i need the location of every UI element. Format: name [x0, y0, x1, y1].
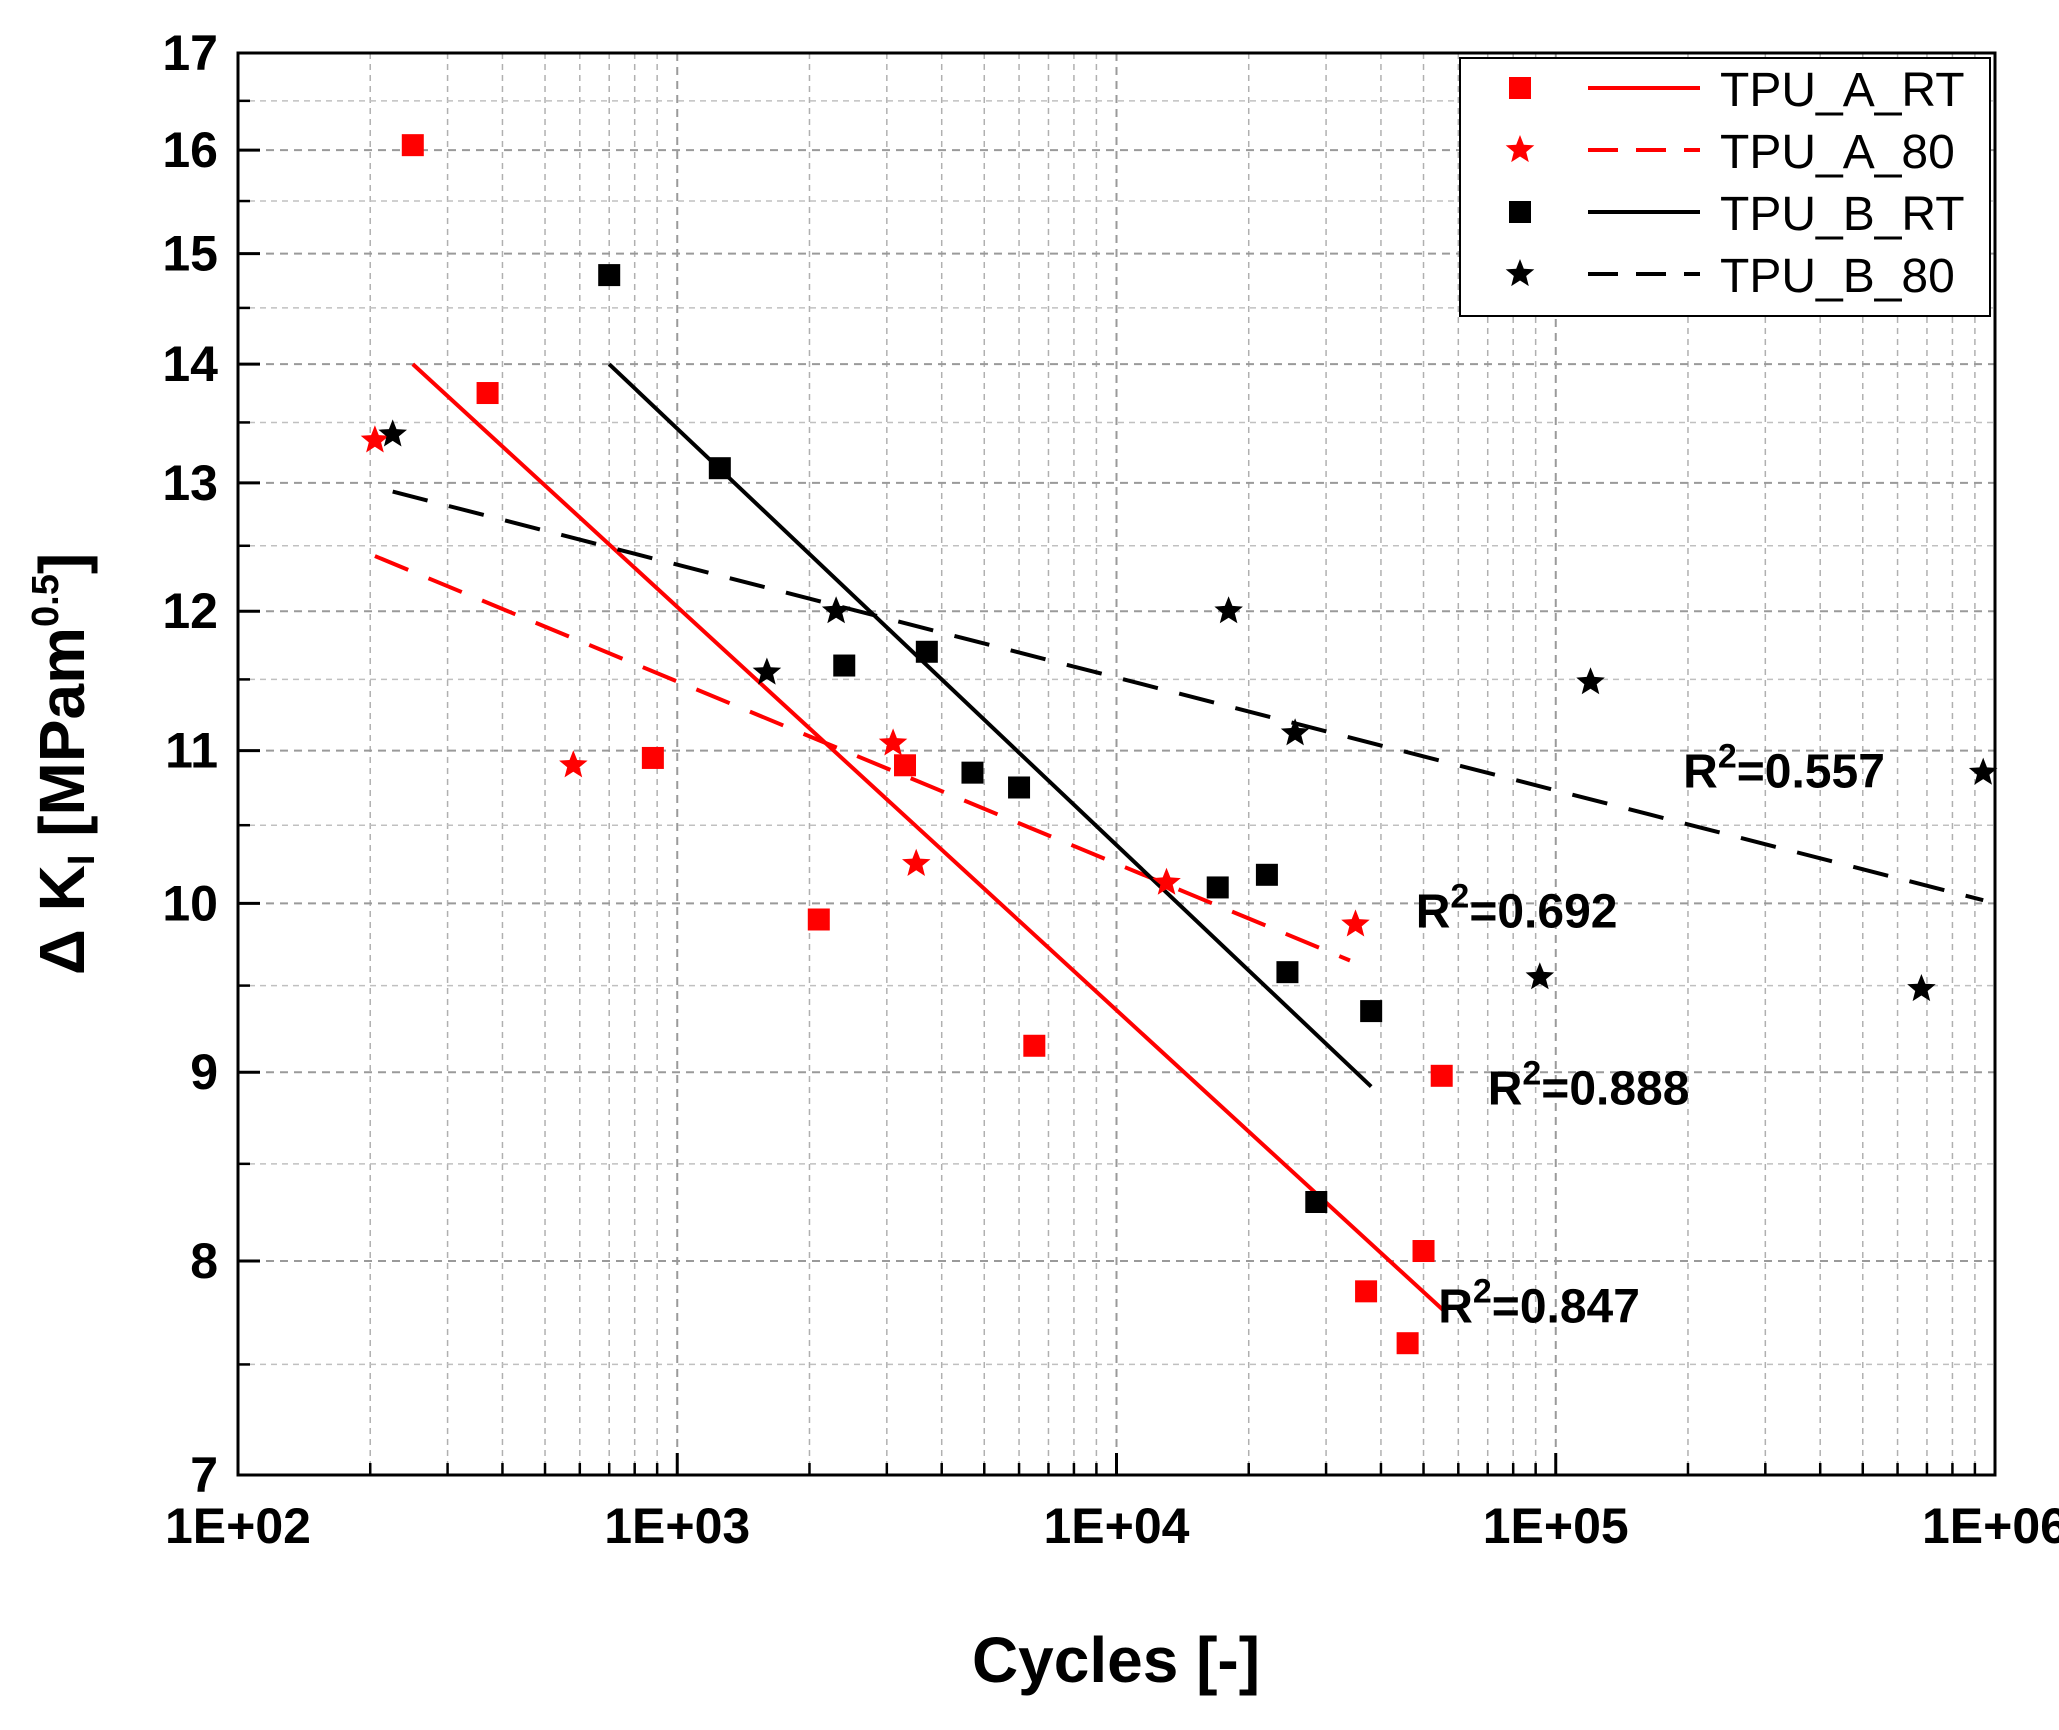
legend-marker [1505, 135, 1535, 163]
legend-label: TPU_B_80 [1720, 250, 1955, 303]
data-point [1341, 909, 1370, 937]
fit-lines [374, 362, 1984, 1314]
data-point [1968, 757, 1998, 785]
fit-line-tpu-b-80 [392, 489, 1984, 903]
data-point [807, 908, 830, 931]
data-point [1396, 1332, 1419, 1355]
legend-entry-tpu-a-80: TPU_A_80 [1505, 126, 1955, 179]
y-tick-label: 9 [190, 1044, 218, 1100]
y-tick-label: 15 [162, 226, 218, 282]
y-tick-label: 17 [162, 25, 218, 81]
data-point [961, 761, 984, 784]
r2-label: R2=0.692 [1416, 878, 1618, 939]
data-point [401, 134, 424, 157]
data-point [1214, 596, 1243, 624]
data-point [598, 264, 621, 287]
y-tick-label: 7 [190, 1447, 218, 1503]
y-tick-label: 8 [190, 1233, 218, 1289]
series-tpu-b-rt [598, 264, 1383, 1214]
legend-box [1459, 57, 1991, 317]
data-point [1412, 1240, 1435, 1263]
y-tick-label: 14 [162, 336, 218, 392]
data-point [902, 848, 931, 876]
y-axis-title-unit: [MPam [26, 627, 98, 855]
y-tick-label: 11 [165, 723, 218, 779]
legend-label: TPU_A_80 [1720, 126, 1955, 179]
data-point [1430, 1064, 1453, 1087]
data-point [1023, 1034, 1046, 1057]
data-point [915, 640, 938, 663]
x-tick-label: 1E+05 [1483, 1498, 1629, 1554]
x-tick-label: 1E+02 [165, 1498, 311, 1554]
r2-label: R2=0.847 [1438, 1272, 1640, 1333]
y-axis-title-prefix: Δ K [26, 865, 98, 975]
y-tick-label: 13 [162, 455, 218, 511]
y-axis-title-close: ] [26, 553, 98, 574]
data-points [360, 134, 1998, 1355]
data-point [878, 728, 908, 756]
r2-annotations: R2=0.847 R2=0.692 R2=0.888 R2=0.557 [1416, 737, 1885, 1333]
y-axis-title-subscript: I [61, 855, 103, 866]
data-point [1525, 962, 1555, 990]
r2-label: R2=0.888 [1488, 1055, 1690, 1116]
legend-entry-tpu-a-rt: TPU_A_RT [1509, 64, 1965, 117]
y-axis-title: Δ KI [MPam0.5] [25, 553, 103, 975]
data-point [559, 750, 588, 778]
data-point [833, 654, 856, 677]
data-point [1276, 961, 1299, 984]
data-point [1206, 876, 1229, 899]
data-point [821, 596, 851, 624]
data-point [360, 425, 390, 453]
legend-label: TPU_A_RT [1720, 64, 1965, 117]
data-point [1305, 1191, 1328, 1214]
legend-marker [1509, 77, 1531, 99]
axis-ticks [236, 51, 1997, 1477]
data-point [1280, 718, 1310, 746]
legend-entry-tpu-b-80: TPU_B_80 [1505, 250, 1955, 303]
data-point [1152, 867, 1181, 895]
data-point [378, 419, 407, 447]
y-axis-title-superscript: 0.5 [25, 574, 67, 627]
data-point [1008, 776, 1031, 799]
legend: TPU_A_RT TPU_A_80 TPU_B_RT TPU_B_80 [1459, 57, 1991, 317]
x-tick-label: 1E+04 [1044, 1498, 1190, 1554]
data-point [476, 382, 499, 405]
data-point [708, 457, 731, 480]
x-tick-label: 1E+03 [604, 1498, 750, 1554]
tick-labels: 1E+02 1E+03 1E+04 1E+05 1E+06 7 8 9 10 11 12 13 14 15… [162, 25, 2059, 1554]
data-point [752, 657, 782, 685]
series-tpu-b-80 [378, 419, 1998, 1002]
y-tick-label: 16 [162, 122, 218, 178]
data-point [1576, 667, 1605, 695]
data-point [1255, 863, 1278, 886]
x-tick-label: 1E+06 [1922, 1498, 2059, 1554]
fit-line-tpu-a-rt [411, 362, 1447, 1314]
fit-line-tpu-a-80 [374, 554, 1351, 963]
legend-entry-tpu-b-rt: TPU_B_RT [1509, 188, 1965, 241]
series-tpu-a-rt [401, 134, 1453, 1355]
fit-line-tpu-b-rt [607, 362, 1373, 1089]
x-axis-title: Cycles [-] [972, 1624, 1260, 1696]
y-tick-label: 10 [162, 875, 218, 931]
legend-marker [1505, 259, 1535, 287]
series-tpu-a-80 [360, 425, 1370, 937]
data-point [1360, 1000, 1383, 1023]
data-point [1907, 974, 1936, 1002]
r2-label: R2=0.557 [1683, 737, 1885, 798]
legend-marker [1509, 201, 1531, 223]
y-tick-label: 12 [162, 583, 218, 639]
data-point [1355, 1280, 1378, 1303]
data-point [894, 754, 917, 777]
legend-label: TPU_B_RT [1720, 188, 1965, 241]
data-point [641, 746, 664, 769]
